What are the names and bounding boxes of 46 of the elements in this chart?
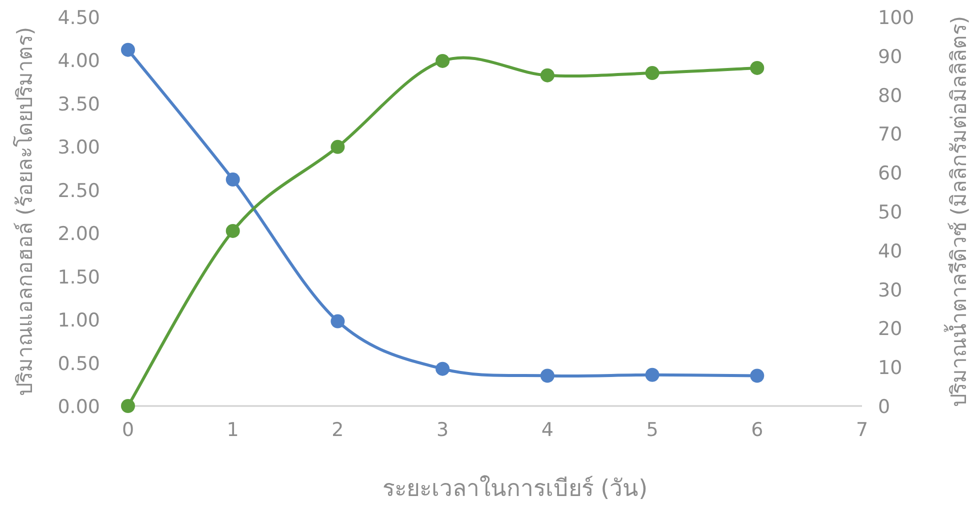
point	[645, 368, 660, 382]
point	[750, 368, 764, 383]
x-tick-label: 4	[541, 419, 554, 441]
point	[436, 362, 450, 376]
y2-tick-label: 100	[878, 7, 914, 29]
x-tick-label: 7	[856, 419, 868, 441]
point	[436, 54, 450, 68]
y-axis-title: ปริมาณแอลกอฮอล์ (ร้อยละโดยปริมาตร)	[13, 26, 37, 396]
y2-tick-label: 0	[878, 396, 890, 418]
point	[121, 399, 135, 413]
y-tick-label: 0.50	[58, 352, 100, 375]
y-tick-label: 3.00	[58, 136, 100, 159]
x-tick-label: 6	[751, 419, 764, 441]
point	[750, 60, 764, 75]
y2-tick-label: 40	[878, 240, 902, 262]
y-tick-label: 3.50	[58, 93, 100, 116]
y2-tick-label: 10	[878, 357, 902, 380]
point	[330, 140, 345, 154]
y-tick-label: 2.50	[58, 180, 100, 202]
y-tick-label: 1.50	[58, 266, 100, 288]
y2-tick-label: 90	[878, 46, 902, 68]
x-axis-title: ระยะเวลาในการเบียร์ (วัน)	[382, 475, 648, 502]
y2-tick-label: 30	[878, 279, 902, 302]
point	[330, 314, 345, 328]
point	[645, 66, 660, 80]
y-tick-label: 4.00	[58, 50, 100, 72]
point	[121, 42, 135, 57]
y-tick-label: 2.00	[58, 223, 100, 246]
y2-tick-label: 20	[878, 318, 902, 340]
point	[226, 224, 240, 238]
y2-tick-label: 60	[878, 162, 902, 185]
y2-tick-label: 50	[878, 202, 902, 224]
y-tick-label: 4.50	[58, 7, 100, 29]
point	[540, 68, 554, 82]
x-tick-label: 2	[332, 419, 344, 441]
x-tick-label: 0	[122, 419, 134, 441]
y2-tick-label: 70	[878, 124, 902, 146]
point	[226, 172, 240, 187]
x-tick-label: 1	[226, 419, 239, 441]
x-tick-label: 3	[436, 419, 449, 441]
y-tick-label: 1.00	[58, 310, 100, 332]
y2-tick-label: 80	[878, 84, 902, 107]
y2-axis-title: ปริมาณน้ำตาลรีดิวซ์ (มิลลิกรัมต่อมิลลิลิตร)	[944, 16, 971, 408]
y-tick-label: 0.00	[58, 396, 100, 418]
x-tick-label: 5	[646, 419, 658, 441]
point	[540, 368, 554, 383]
